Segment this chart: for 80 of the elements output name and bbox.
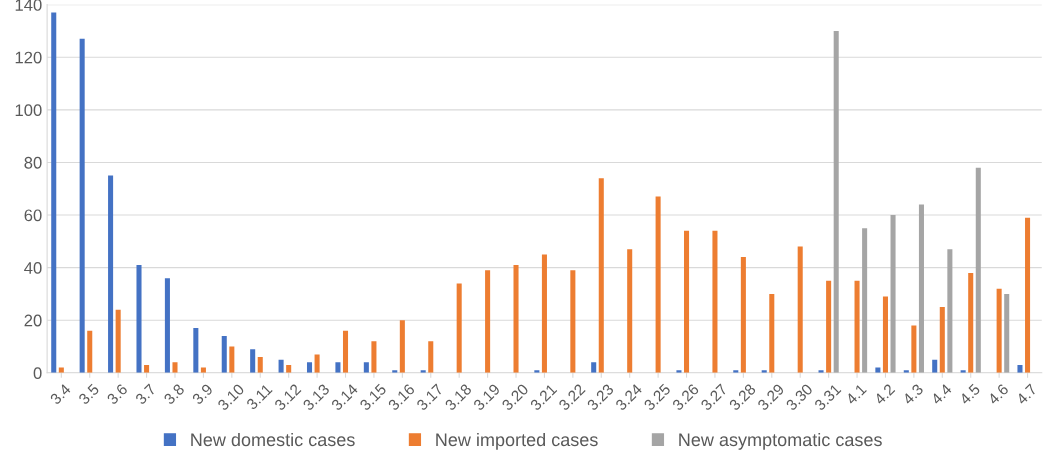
- y-tick-label: 80: [24, 156, 42, 169]
- bar: [833, 30, 839, 373]
- bar: [485, 270, 491, 373]
- bar: [826, 280, 832, 373]
- x-tick-label: 3.31: [813, 383, 842, 412]
- x-tick-label: 4.4: [930, 383, 953, 406]
- y-tick-label: 120: [15, 51, 42, 64]
- bar: [882, 296, 888, 373]
- bar: [399, 320, 405, 373]
- bar: [862, 228, 868, 373]
- bar: [1017, 364, 1023, 373]
- bar: [221, 335, 227, 373]
- bar: [278, 359, 284, 373]
- bar: [79, 38, 85, 373]
- bar: [51, 12, 57, 373]
- y-tick-label: 0: [33, 367, 42, 379]
- x-tick-label: 4.7: [1015, 383, 1038, 406]
- bar: [115, 309, 121, 373]
- bar: [932, 359, 938, 373]
- bar: [947, 249, 953, 373]
- bar: [456, 283, 462, 373]
- bar: [627, 249, 633, 373]
- x-tick-label: 3.11: [245, 383, 273, 411]
- x-tick-label: 4.3: [901, 383, 924, 406]
- x-tick-label: 3.21: [529, 383, 558, 412]
- bar: [591, 362, 597, 373]
- bar: [598, 178, 604, 373]
- y-tick-label: 140: [15, 0, 42, 11]
- x-tick-label: 4.2: [873, 383, 896, 406]
- bar: [371, 341, 377, 373]
- x-tick-label: 3.7: [134, 383, 157, 406]
- bar: [193, 328, 199, 373]
- x-tick-label: 4.5: [958, 383, 981, 406]
- bar: [172, 362, 178, 373]
- x-tick-label: 4.6: [987, 383, 1010, 406]
- x-tick-label: 4.1: [845, 383, 867, 406]
- y-tick-label: 100: [15, 104, 42, 117]
- bar: [684, 230, 690, 373]
- bar: [854, 280, 860, 373]
- bar: [918, 204, 924, 373]
- legend-label: New asymptomatic cases: [679, 432, 882, 450]
- bar: [335, 362, 341, 373]
- bar: [712, 230, 718, 373]
- bar: [342, 330, 349, 373]
- bar: [314, 354, 320, 373]
- bar: [87, 330, 93, 373]
- x-tick-label: 3.4: [49, 383, 72, 406]
- y-tick-label: 20: [24, 314, 42, 327]
- bar: [257, 357, 263, 373]
- bar: [1025, 217, 1031, 373]
- bar: [229, 346, 235, 373]
- y-tick-label: 60: [24, 209, 42, 222]
- bar: [108, 175, 114, 373]
- x-tick-label: 3.6: [106, 383, 129, 406]
- bar: [1004, 293, 1010, 373]
- bar: [968, 272, 974, 373]
- bar: [513, 264, 519, 373]
- y-tick-label: 40: [24, 262, 42, 274]
- bar: [164, 278, 170, 373]
- bar: [797, 246, 803, 373]
- bar: [541, 254, 547, 373]
- bar: [250, 349, 256, 373]
- bar: [939, 307, 945, 373]
- bar: [769, 293, 775, 373]
- bar: [975, 167, 981, 373]
- bar: [306, 362, 313, 373]
- bar: [136, 264, 142, 373]
- legend-label: New domestic cases: [191, 432, 355, 447]
- x-tick-label: 3.8: [163, 383, 185, 406]
- bar: [890, 215, 896, 373]
- bar: [911, 325, 917, 373]
- bar: [655, 196, 661, 373]
- bar: [570, 270, 576, 373]
- x-tick-label: 3.9: [191, 383, 214, 406]
- bar: [363, 362, 369, 373]
- bar: [428, 341, 434, 373]
- legend-label: New imported cases: [436, 432, 598, 450]
- bar: [996, 288, 1002, 373]
- x-tick-label: 3.5: [77, 383, 100, 406]
- bar: [740, 257, 746, 373]
